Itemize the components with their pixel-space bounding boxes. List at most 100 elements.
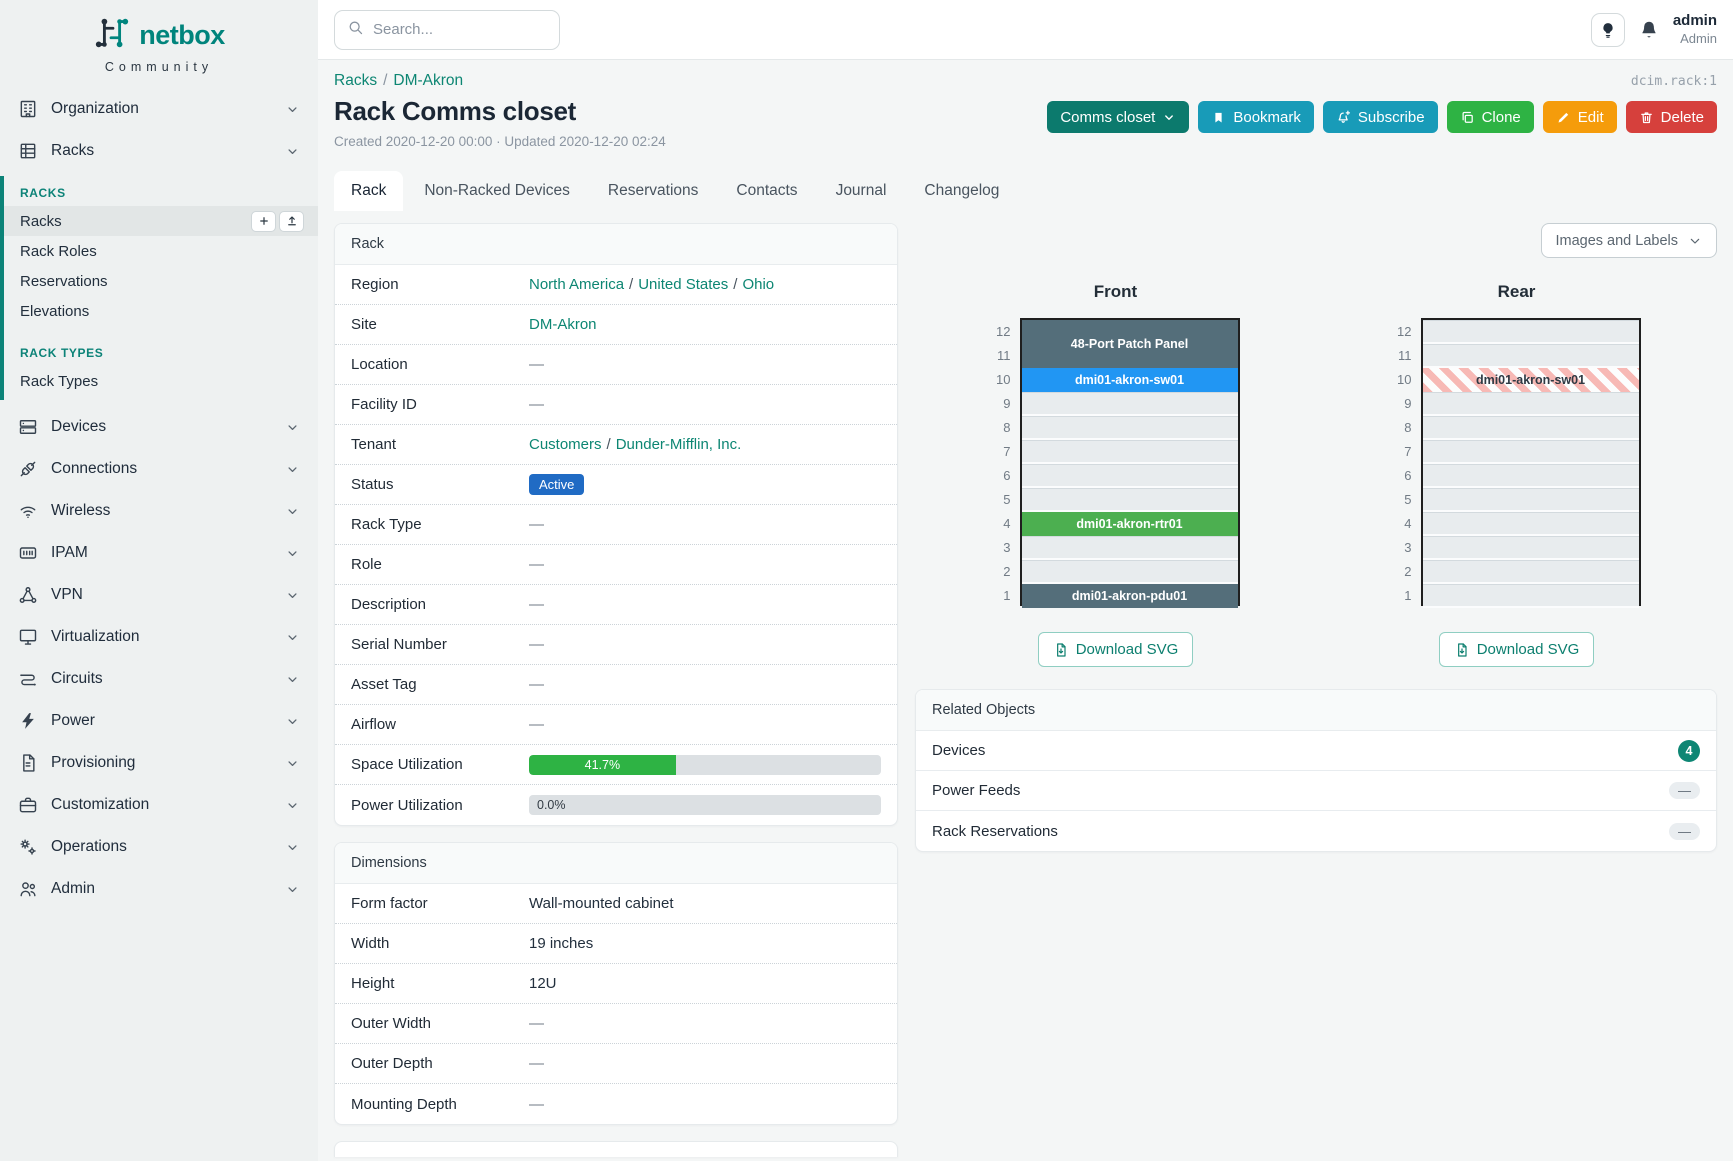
unit-number-column: 12 11 10 9 8 7 6 5 4 3 2 1 bbox=[1393, 318, 1421, 608]
empty-unit-slot bbox=[1422, 512, 1639, 536]
sidebar-subitem-reservations[interactable]: Reservations bbox=[4, 266, 318, 296]
download-svg-button[interactable]: Download SVG bbox=[1438, 632, 1595, 667]
sidebar-subitem-rack-types[interactable]: Rack Types bbox=[4, 366, 318, 396]
virtualization-icon bbox=[18, 627, 38, 647]
sidebar-item-circuits[interactable]: Circuits bbox=[0, 658, 318, 700]
sidebar-item-operations[interactable]: Operations bbox=[0, 826, 318, 868]
tab-non-racked-devices[interactable]: Non-Racked Devices bbox=[407, 171, 587, 211]
unit-number: 2 bbox=[1003, 564, 1011, 579]
sidebar-subitem-elevations[interactable]: Elevations bbox=[4, 296, 318, 326]
subscribe-button[interactable]: Subscribe bbox=[1322, 101, 1438, 133]
unit-number: 12 bbox=[996, 324, 1011, 339]
related-object-row[interactable]: Rack Reservations — bbox=[916, 811, 1716, 851]
unit-number: 6 bbox=[1003, 468, 1011, 483]
detail-row: Site DM-Akron bbox=[335, 305, 897, 345]
detail-row: Mounting Depth — bbox=[335, 1084, 897, 1124]
chevron-down-icon bbox=[285, 546, 300, 561]
breadcrumb-link[interactable]: Racks bbox=[334, 72, 378, 89]
sidebar-item-provisioning[interactable]: Provisioning bbox=[0, 742, 318, 784]
tab-journal[interactable]: Journal bbox=[819, 171, 904, 211]
elevation-view-select[interactable]: Images and Labels bbox=[1541, 223, 1717, 258]
rack-device[interactable]: 48-Port Patch Panel bbox=[1021, 320, 1238, 368]
clone-button[interactable]: Clone bbox=[1446, 101, 1534, 133]
detail-row-value: 41.7% bbox=[529, 754, 881, 775]
elevation-title: Rear bbox=[1497, 282, 1536, 301]
value-empty-dash: — bbox=[529, 596, 544, 613]
elevation-title: Front bbox=[1093, 282, 1138, 301]
sidebar-item-virtualization[interactable]: Virtualization bbox=[0, 616, 318, 658]
sidebar-item-power[interactable]: Power bbox=[0, 700, 318, 742]
sidebar-item-racks[interactable]: Racks bbox=[0, 130, 318, 172]
unit-number: 2 bbox=[1404, 564, 1412, 579]
detail-row-label: Power Utilization bbox=[351, 796, 463, 814]
import-button[interactable] bbox=[279, 210, 304, 232]
sidebar-item-wireless[interactable]: Wireless bbox=[0, 490, 318, 532]
related-object-label: Rack Reservations bbox=[932, 822, 1058, 840]
theme-toggle-button[interactable] bbox=[1590, 12, 1625, 47]
rack-device[interactable]: dmi01-akron-pdu01 bbox=[1021, 584, 1238, 608]
detail-row: Outer Depth — bbox=[335, 1044, 897, 1084]
building-icon bbox=[18, 99, 38, 119]
sidebar-item-label: Wireless bbox=[51, 502, 111, 519]
download-svg-button[interactable]: Download SVG bbox=[1037, 632, 1194, 667]
utilization-value: 41.7% bbox=[584, 757, 621, 772]
brand[interactable]: netbox Community bbox=[0, 0, 318, 82]
value-link[interactable]: United States bbox=[638, 276, 729, 293]
chevron-down-icon bbox=[285, 882, 300, 897]
value-link[interactable]: Customers bbox=[529, 436, 602, 453]
link-separator: / bbox=[629, 276, 634, 293]
detail-row-label: Mounting Depth bbox=[351, 1095, 457, 1113]
comms-closet-button[interactable]: Comms closet bbox=[1047, 101, 1190, 133]
unit-number: 12 bbox=[1397, 324, 1412, 339]
detail-row: Status Active bbox=[335, 465, 897, 505]
delete-button[interactable]: Delete bbox=[1625, 101, 1717, 133]
detail-row: Description — bbox=[335, 585, 897, 625]
rack-device[interactable]: dmi01-akron-sw01 bbox=[1021, 368, 1238, 392]
unit-number-column: 12 11 10 9 8 7 6 5 4 3 2 1 bbox=[992, 318, 1020, 608]
tab-contacts[interactable]: Contacts bbox=[719, 171, 814, 211]
rack-device-label: dmi01-akron-sw01 bbox=[1074, 373, 1185, 387]
unit-number: 8 bbox=[1404, 420, 1412, 435]
sidebar-subitem-rack-roles[interactable]: Rack Roles bbox=[4, 236, 318, 266]
sidebar-item-vpn[interactable]: VPN bbox=[0, 574, 318, 616]
value-link[interactable]: Dunder-Mifflin, Inc. bbox=[615, 436, 742, 453]
detail-row-value: — bbox=[529, 356, 881, 373]
sidebar-item-admin[interactable]: Admin bbox=[0, 868, 318, 910]
search-input[interactable] bbox=[373, 21, 547, 38]
value-link[interactable]: North America bbox=[529, 276, 625, 293]
empty-unit-slot bbox=[1021, 392, 1238, 416]
sidebar-item-devices[interactable]: Devices bbox=[0, 406, 318, 448]
bookmark-button[interactable]: Bookmark bbox=[1198, 101, 1314, 133]
detail-row: Facility ID — bbox=[335, 385, 897, 425]
chevron-down-icon bbox=[285, 840, 300, 855]
empty-unit-slot bbox=[1021, 440, 1238, 464]
unit-number: 11 bbox=[1398, 348, 1412, 363]
unit-number: 6 bbox=[1404, 468, 1412, 483]
sidebar-subitem-racks[interactable]: Racks bbox=[4, 206, 318, 236]
user-menu[interactable]: admin Admin bbox=[1673, 12, 1717, 47]
tab-changelog[interactable]: Changelog bbox=[907, 171, 1016, 211]
value-link[interactable]: Ohio bbox=[742, 276, 775, 293]
submenu-item-label: Rack Types bbox=[20, 372, 99, 390]
notifications-bell-icon[interactable] bbox=[1638, 19, 1660, 41]
tab-reservations[interactable]: Reservations bbox=[591, 171, 715, 211]
related-object-row[interactable]: Devices 4 bbox=[916, 731, 1716, 771]
tab-rack[interactable]: Rack bbox=[334, 171, 404, 211]
related-object-row[interactable]: Power Feeds — bbox=[916, 771, 1716, 811]
breadcrumb-link[interactable]: DM-Akron bbox=[393, 72, 464, 89]
sidebar-item-ipam[interactable]: IPAM bbox=[0, 532, 318, 574]
rack-device[interactable]: dmi01-akron-rtr01 bbox=[1021, 512, 1238, 536]
value-empty-dash: — bbox=[529, 556, 544, 573]
value-link[interactable]: DM-Akron bbox=[529, 316, 597, 333]
rack-device[interactable]: dmi01-akron-sw01 bbox=[1422, 368, 1639, 392]
related-objects-title: Related Objects bbox=[916, 690, 1716, 731]
chevron-down-icon bbox=[285, 504, 300, 519]
sidebar-item-customization[interactable]: Customization bbox=[0, 784, 318, 826]
edit-button[interactable]: Edit bbox=[1542, 101, 1617, 133]
copy-icon bbox=[1460, 110, 1475, 125]
add-button[interactable] bbox=[251, 210, 276, 232]
unit-number: 9 bbox=[1003, 396, 1011, 411]
value-empty-dash: — bbox=[529, 1095, 544, 1113]
sidebar-item-organization[interactable]: Organization bbox=[0, 88, 318, 130]
sidebar-item-connections[interactable]: Connections bbox=[0, 448, 318, 490]
